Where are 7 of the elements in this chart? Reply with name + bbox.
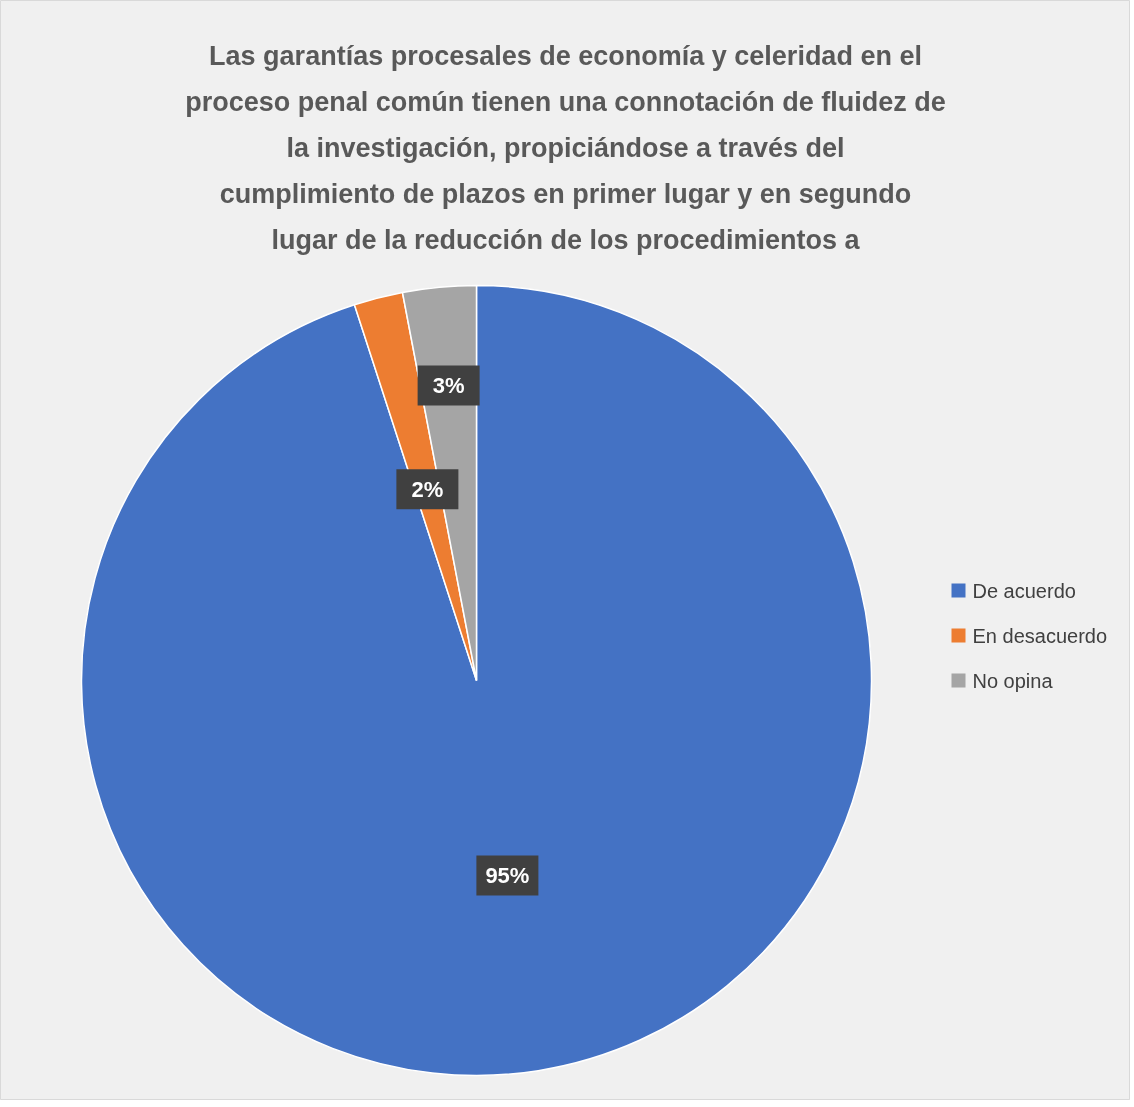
legend-label: En desacuerdo	[972, 624, 1108, 647]
data-label: 3%	[432, 373, 465, 399]
legend-label: No opina	[972, 669, 1054, 692]
legend-label: De acuerdo	[972, 579, 1076, 602]
data-label: 2%	[411, 476, 444, 502]
data-label: 95%	[485, 863, 530, 889]
chart-title: Las garantías procesales de economía y celeridad en el proceso penal común tienen una connotación de fluidez de la investigación, propiciándose a través del cumplimiento de plazos en primer lugar y en segundo lugar de la reducción de los procedimientos a	[185, 40, 946, 255]
